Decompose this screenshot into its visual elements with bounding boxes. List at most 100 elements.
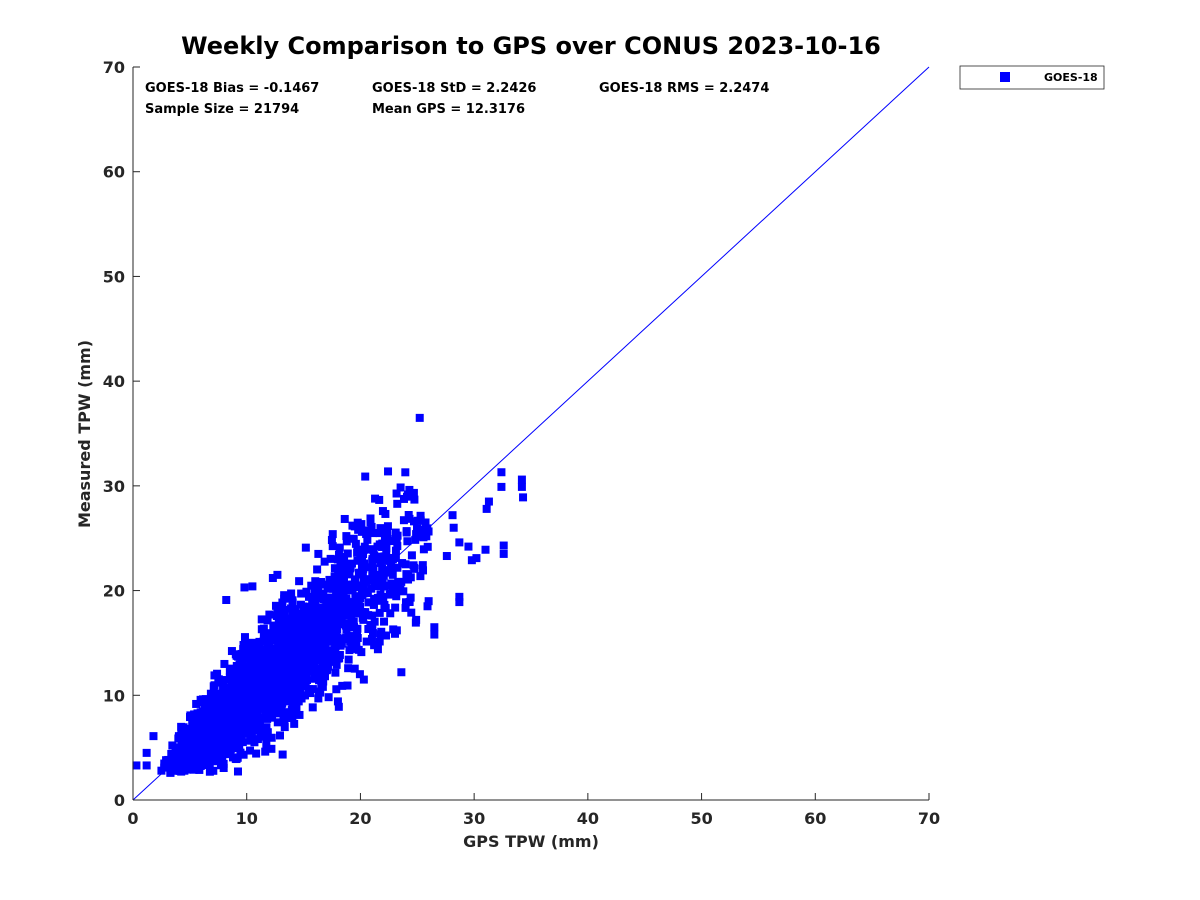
scatter-point (392, 489, 401, 498)
scatter-point (336, 620, 345, 629)
scatter-point (220, 659, 229, 668)
scatter-point (271, 709, 280, 718)
scatter-point (263, 639, 272, 648)
scatter-point (278, 631, 287, 640)
scatter-point (311, 634, 320, 643)
scatter-point (267, 653, 276, 662)
scatter-point (296, 693, 305, 702)
scatter-point (313, 609, 322, 618)
scatter-point (246, 728, 255, 737)
scatter-point (333, 555, 342, 564)
scatter-point (295, 666, 304, 675)
scatter-point (290, 678, 299, 687)
y-axis-label: Measured TPW (mm) (75, 340, 94, 528)
scatter-point (314, 549, 323, 558)
scatter-point (314, 672, 323, 681)
scatter-point (250, 726, 259, 735)
scatter-point (399, 516, 408, 525)
scatter-point (248, 582, 257, 591)
scatter-point (142, 761, 151, 770)
scatter-point (244, 717, 253, 726)
scatter-point (339, 566, 348, 575)
scatter-point (354, 525, 363, 534)
scatter-point (257, 666, 266, 675)
scatter-point (271, 601, 280, 610)
scatter-point (210, 746, 219, 755)
scatter-point (243, 685, 252, 694)
scatter-point (252, 671, 261, 680)
scatter-point (329, 584, 338, 593)
scatter-point (344, 655, 353, 664)
scatter-point (244, 644, 253, 653)
scatter-point (378, 542, 387, 551)
scatter-point (252, 687, 261, 696)
scatter-point (324, 693, 333, 702)
scatter-point (430, 623, 439, 632)
scatter-point (166, 768, 175, 777)
scatter-point (188, 718, 197, 727)
scatter-point (309, 616, 318, 625)
scatter-point (373, 645, 382, 654)
scatter-point (292, 614, 301, 623)
scatter-point (353, 545, 362, 554)
scatter-point (318, 630, 327, 639)
scatter-point (357, 520, 366, 529)
scatter-point (343, 549, 352, 558)
scatter-point (237, 708, 246, 717)
scatter-point (285, 677, 294, 686)
scatter-point (216, 738, 225, 747)
scatter-point (201, 695, 210, 704)
scatter-point (424, 597, 433, 606)
scatter-point (393, 542, 402, 551)
scatter-point (330, 564, 339, 573)
scatter-point (484, 497, 493, 506)
scatter-point (301, 682, 310, 691)
scatter-point (410, 564, 419, 573)
scatter-point (359, 565, 368, 574)
scatter-point (328, 542, 337, 551)
scatter-point (219, 685, 228, 694)
scatter-point (320, 666, 329, 675)
scatter-point (206, 729, 215, 738)
scatter-point (396, 483, 405, 492)
scatter-point (275, 731, 284, 740)
scatter-point (164, 756, 173, 765)
scatter-point (195, 739, 204, 748)
scatter-point (220, 708, 229, 717)
scatter-point (192, 730, 201, 739)
scatter-point (421, 518, 430, 527)
scatter-point (325, 610, 334, 619)
scatter-point (393, 585, 402, 594)
scatter-point (215, 700, 224, 709)
scatter-point (364, 598, 373, 607)
scatter-point (342, 532, 351, 541)
scatter-point (253, 695, 262, 704)
scatter-point (205, 767, 214, 776)
scatter-point (317, 577, 326, 586)
scatter-point (301, 543, 310, 552)
scatter-point (224, 688, 233, 697)
legend-box (959, 65, 1105, 90)
stat-std: GOES-18 StD = 2.2426 (372, 81, 536, 96)
scatter-point (263, 714, 272, 723)
scatter-point (280, 591, 289, 600)
scatter-point (297, 657, 306, 666)
scatter-point (278, 598, 287, 607)
scatter-point (241, 704, 250, 713)
scatter-point (405, 598, 414, 607)
scatter-point (222, 595, 231, 604)
scatter-point (252, 749, 261, 758)
scatter-point (250, 648, 259, 657)
scatter-point (320, 557, 329, 566)
scatter-point (219, 732, 228, 741)
x-tick-label: 40 (577, 809, 599, 828)
scatter-point (210, 707, 219, 716)
scatter-point (381, 530, 390, 539)
scatter-point (359, 675, 368, 684)
scatter-point (259, 624, 268, 633)
scatter-point (263, 728, 272, 737)
scatter-point (344, 664, 353, 673)
scatter-point (415, 413, 424, 422)
scatter-point (472, 554, 481, 563)
